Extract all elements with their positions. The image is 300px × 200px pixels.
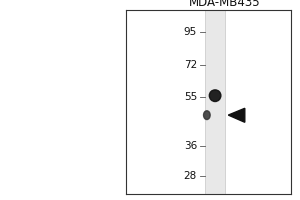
Polygon shape: [228, 108, 245, 122]
Text: 28: 28: [184, 171, 197, 181]
Text: 36: 36: [184, 141, 197, 151]
Ellipse shape: [209, 90, 221, 102]
Title: MDA-MB435: MDA-MB435: [189, 0, 261, 9]
Text: 55: 55: [184, 92, 197, 102]
Text: 72: 72: [184, 60, 197, 70]
Bar: [205, 9, 225, 194]
Ellipse shape: [204, 111, 210, 120]
Text: 95: 95: [184, 27, 197, 37]
